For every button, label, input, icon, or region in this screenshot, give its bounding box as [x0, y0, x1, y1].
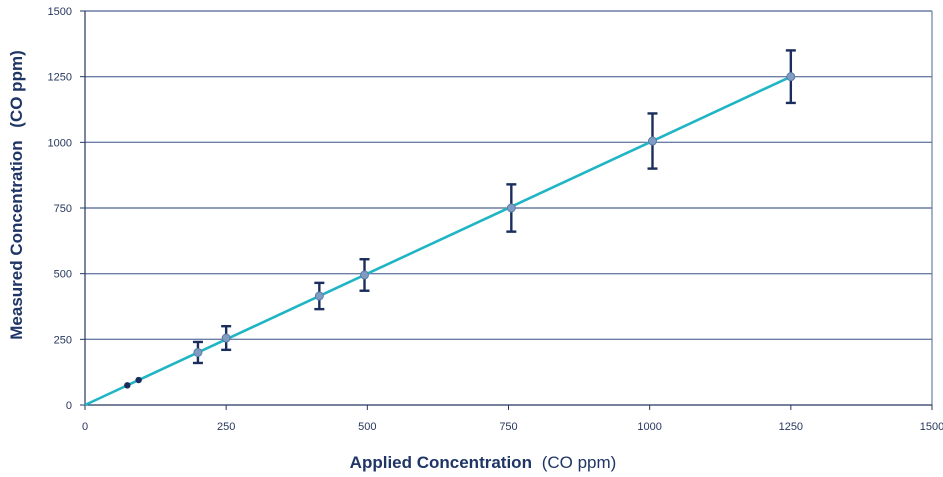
data-point-0 — [124, 382, 131, 389]
y-tick-label-2: 500 — [54, 269, 72, 281]
data-point-4 — [314, 291, 324, 301]
y-tick-label-5: 1250 — [48, 72, 72, 84]
data-point-2 — [193, 347, 203, 357]
x-tick-label-5: 1250 — [779, 421, 803, 433]
y-axis-title-main: Measured Concentration — [7, 140, 26, 339]
data-point-5 — [360, 270, 370, 280]
x-axis-title-main: Applied Concentration — [350, 453, 532, 472]
x-tick-label-6: 1500 — [920, 421, 943, 433]
x-tick-label-2: 500 — [358, 421, 376, 433]
x-tick-label-1: 250 — [217, 421, 235, 433]
x-tick-label-3: 750 — [499, 421, 517, 433]
x-axis-title-unit: (CO ppm) — [542, 453, 617, 472]
fit-line — [84, 75, 792, 407]
data-point-1 — [135, 376, 142, 384]
data-point-6 — [506, 203, 516, 213]
y-axis-title-unit: (CO ppm) — [7, 50, 26, 127]
data-point-7 — [647, 136, 657, 146]
y-tick-label-0: 0 — [66, 400, 72, 412]
x-tick-label-0: 0 — [82, 421, 88, 433]
x-axis-title: Applied Concentration (CO ppm) — [350, 453, 617, 472]
y-tick-label-3: 750 — [54, 203, 72, 215]
y-tick-label-4: 1000 — [48, 137, 72, 149]
data-point-8 — [786, 72, 796, 82]
x-tick-label-4: 1000 — [637, 421, 661, 433]
y-tick-label-6: 1500 — [48, 6, 72, 18]
data-point-3 — [221, 333, 231, 343]
y-tick-label-1: 250 — [54, 334, 72, 346]
y-axis-title: Measured Concentration (CO ppm) — [7, 50, 26, 339]
